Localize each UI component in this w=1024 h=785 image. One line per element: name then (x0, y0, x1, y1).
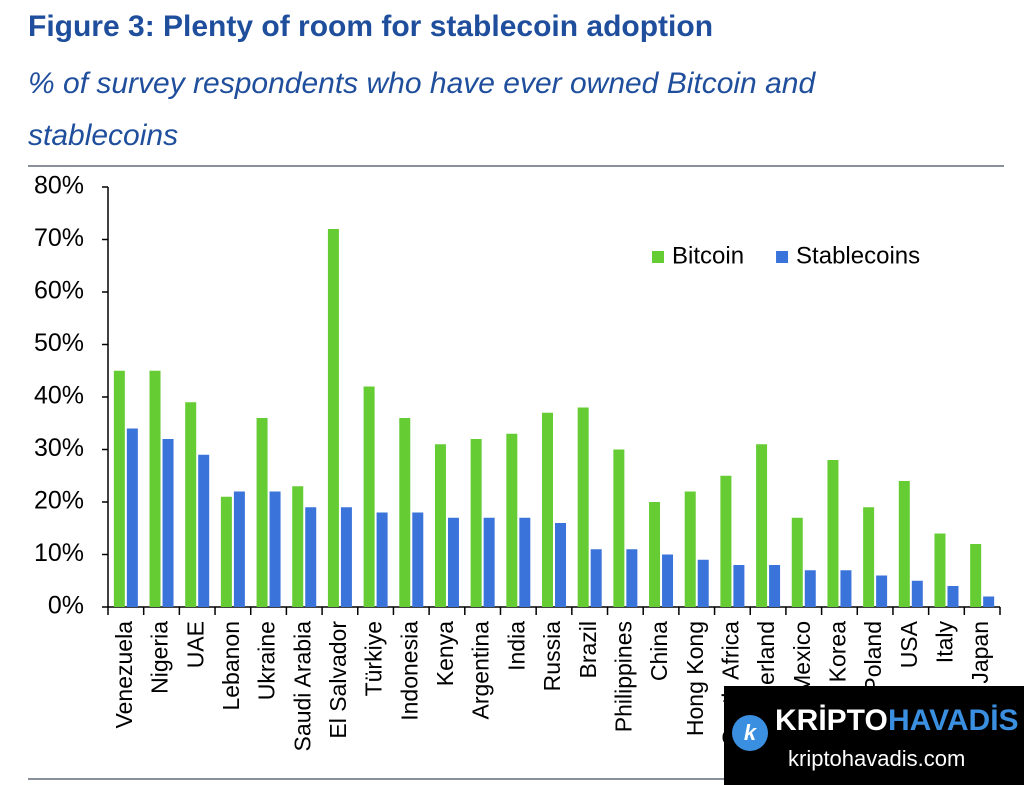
legend-label: Bitcoin (672, 242, 744, 269)
bar (898, 481, 910, 607)
bar (447, 517, 459, 607)
y-tick-label: 70% (34, 224, 84, 252)
bar (662, 554, 674, 607)
bar (840, 570, 852, 607)
bar (363, 386, 375, 607)
bar (720, 475, 732, 607)
bar (149, 370, 161, 607)
bar (256, 418, 268, 607)
bar (577, 407, 589, 607)
y-tick-label: 40% (34, 382, 84, 410)
chart-subtitle: % of survey respondents who have ever ow… (28, 67, 816, 152)
x-tick-label: Ukraine (254, 621, 280, 700)
bar (305, 507, 317, 607)
x-tick-label: India (503, 621, 529, 671)
plot: 0% 10% 20% 30% 40% 50% 60% 70% 80% Venezuela Niger… (34, 172, 1001, 752)
bar (506, 433, 518, 607)
y-tick-label: 0% (48, 592, 84, 620)
x-tick-label: Brazil (575, 621, 601, 679)
watermark-logo (732, 715, 768, 751)
chart-title: Figure 3: Plenty of room for stablecoin … (28, 10, 714, 43)
x-tick-label: USA (896, 620, 922, 668)
bar (292, 486, 304, 607)
legend-label: Stablecoins (796, 242, 920, 269)
watermark-box (724, 686, 1024, 785)
bar (483, 517, 495, 607)
watermark: k KRİPTO HAVADİS kriptohavadis.com (724, 686, 1024, 785)
x-tick-label: El Salvador (325, 621, 351, 739)
y-tick-label: 80% (34, 172, 84, 200)
x-tick-label: Kenya (432, 621, 458, 686)
x-tick-label: Nigeria (147, 621, 173, 694)
x-tick-label: UAE (182, 621, 208, 668)
legend-swatch (776, 251, 789, 263)
x-tick-label: Venezuela (111, 621, 137, 729)
bar (791, 517, 803, 607)
bar (697, 559, 709, 607)
bar (376, 512, 388, 607)
bar (269, 491, 281, 607)
bar (947, 586, 959, 607)
bar (590, 549, 602, 607)
x-tick-label: Lebanon (218, 621, 244, 711)
watermark-url: kriptohavadis.com (788, 746, 965, 771)
bar (519, 517, 531, 607)
y-tick-label: 50% (34, 329, 84, 357)
bar (756, 444, 768, 607)
bar (911, 580, 923, 607)
x-tick-label: Japan (967, 621, 993, 684)
bar (126, 428, 138, 607)
bar (327, 229, 339, 607)
x-tick-label: Italy (932, 621, 958, 664)
bar (769, 565, 781, 607)
x-tick-label: Türkiye (361, 621, 387, 696)
bar (626, 549, 638, 607)
bar (613, 449, 625, 607)
bar (733, 565, 745, 607)
bar (804, 570, 816, 607)
bar (827, 460, 839, 607)
bar (555, 523, 566, 607)
x-tick-label: Korea (825, 621, 851, 683)
bar (983, 596, 995, 607)
bar (399, 418, 411, 607)
x-tick-label: Russia (539, 621, 565, 692)
bar (220, 496, 232, 607)
bar (863, 507, 875, 607)
bar (434, 444, 446, 607)
x-tick-label: Indonesia (396, 621, 422, 721)
y-tick-label: 20% (34, 487, 84, 515)
bar (649, 502, 661, 607)
x-tick-label: Mexico (789, 621, 815, 694)
bar (113, 370, 125, 607)
watermark-logo-letter: k (744, 720, 758, 745)
y-tick-label: 10% (34, 539, 84, 567)
bar (198, 454, 210, 607)
x-tick-label: Saudi Arabia (289, 621, 315, 752)
bar (876, 575, 888, 607)
x-tick-label: Argentina (468, 621, 494, 720)
bar (934, 533, 946, 607)
bar (542, 412, 553, 607)
bar (470, 439, 482, 607)
x-tick-label: China (646, 621, 672, 681)
x-tick-label: Poland (860, 621, 886, 693)
bar (684, 491, 696, 607)
watermark-brand: KRİPTO (775, 704, 888, 737)
bar (233, 491, 245, 607)
bar (412, 512, 424, 607)
bar (340, 507, 352, 607)
y-tick-label: 30% (34, 434, 84, 462)
bar (185, 402, 197, 607)
bar (162, 439, 174, 607)
watermark-brand: HAVADİS (888, 704, 1019, 737)
x-tick-label: Hong Kong (682, 621, 708, 736)
y-tick-label: 60% (34, 277, 84, 305)
bar (970, 544, 982, 607)
legend-swatch (652, 251, 664, 263)
x-tick-label: Philippines (610, 621, 636, 732)
